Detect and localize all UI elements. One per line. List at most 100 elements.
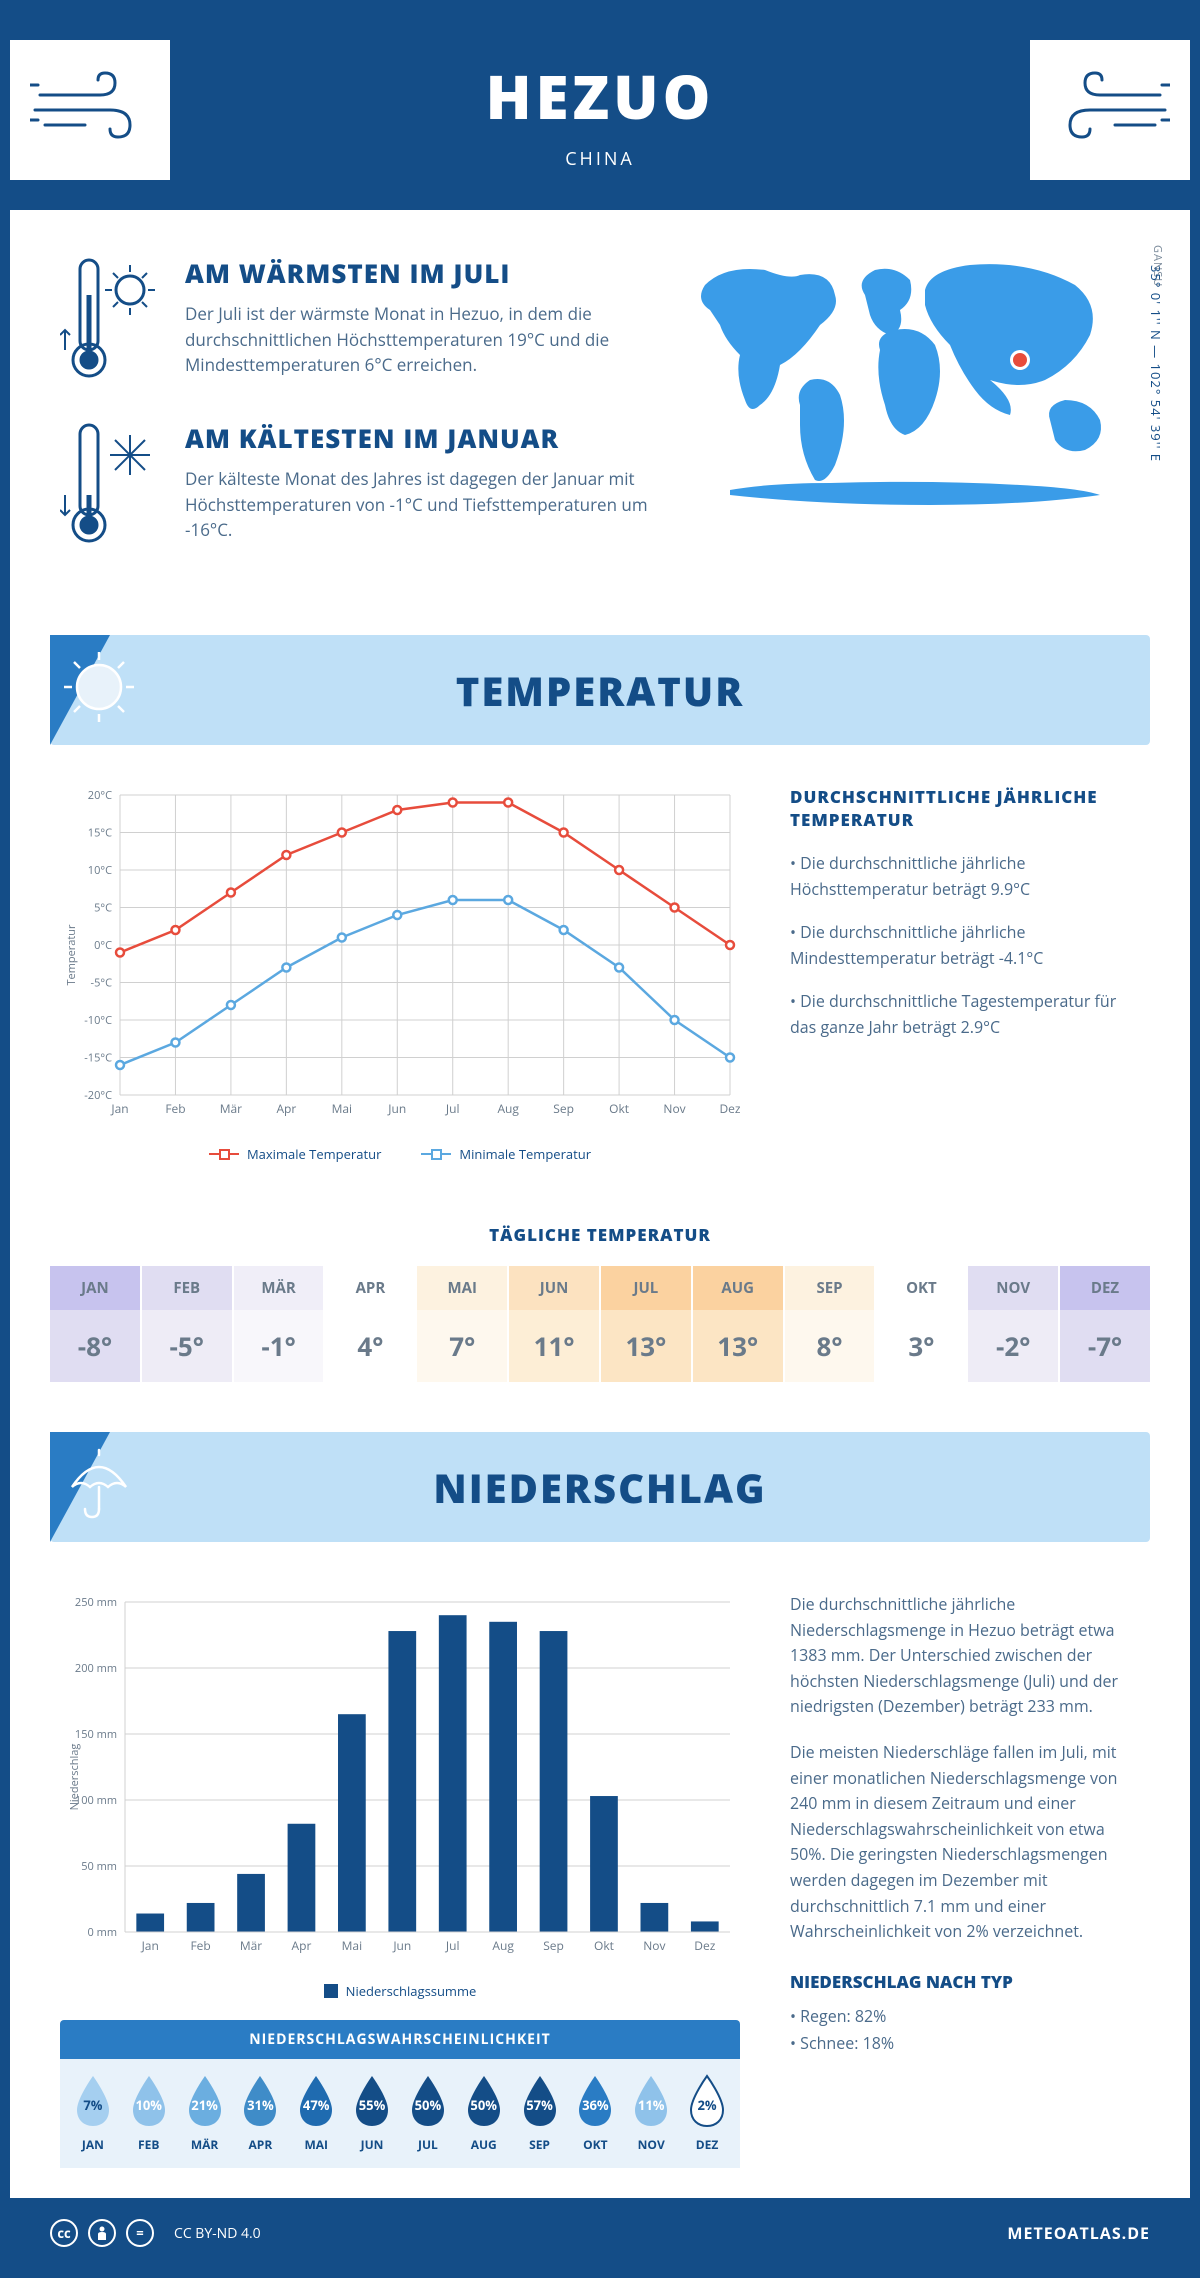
by-icon <box>88 2219 116 2247</box>
svg-text:0°C: 0°C <box>94 938 112 953</box>
heatmap-cell: DEZ-7° <box>1060 1266 1150 1382</box>
svg-text:250 mm: 250 mm <box>75 1595 117 1610</box>
country-label: CHINA <box>10 147 1190 171</box>
heatmap-cell: JUN11° <box>509 1266 601 1382</box>
svg-text:Nov: Nov <box>663 1100 685 1117</box>
svg-text:0 mm: 0 mm <box>87 1925 117 1940</box>
probability-table: NIEDERSCHLAGSWAHRSCHEINLICHKEIT 7%JAN10%… <box>60 2020 740 2168</box>
warmest-title: AM WÄRMSTEN IM JULI <box>185 255 650 291</box>
coldest-text: Der kälteste Monat des Jahres ist dagege… <box>185 466 650 543</box>
wind-icon-left <box>10 40 170 180</box>
warmest-block: AM WÄRMSTEN IM JULI Der Juli ist der wär… <box>60 255 650 385</box>
svg-text:Feb: Feb <box>165 1100 185 1117</box>
license-text: CC BY-ND 4.0 <box>174 2224 261 2243</box>
wind-icon <box>30 65 150 155</box>
world-map <box>680 255 1120 515</box>
heatmap-cell: OKT3° <box>876 1266 968 1382</box>
precip-para2: Die meisten Niederschläge fallen im Juli… <box>790 1740 1140 1945</box>
heatmap-cell: MAI7° <box>417 1266 509 1382</box>
heatmap-cell: AUG13° <box>693 1266 785 1382</box>
temperature-legend: Maximale Temperatur Minimale Temperatur <box>60 1145 740 1163</box>
heatmap-cell: JAN-8° <box>50 1266 142 1382</box>
daily-temp-title: TÄGLICHE TEMPERATUR <box>10 1223 1190 1246</box>
svg-text:Mai: Mai <box>342 1937 363 1954</box>
svg-text:15°C: 15°C <box>88 826 112 841</box>
probability-cell: 10%FEB <box>121 2074 177 2153</box>
footer: cc = CC BY-ND 4.0 METEOATLAS.DE <box>10 2198 1190 2268</box>
probability-cell: 36%OKT <box>567 2074 623 2153</box>
probability-cell: 50%AUG <box>456 2074 512 2153</box>
svg-text:Jul: Jul <box>445 1100 460 1117</box>
precip-para1: Die durchschnittliche jährliche Niedersc… <box>790 1592 1140 1720</box>
thermometer-cold-icon <box>60 420 160 550</box>
svg-text:Apr: Apr <box>292 1937 312 1954</box>
precipitation-chart: 0 mm50 mm100 mm150 mm200 mm250 mmNieders… <box>60 1592 740 2168</box>
svg-text:-20°C: -20°C <box>84 1088 112 1103</box>
heatmap-cell: NOV-2° <box>968 1266 1060 1382</box>
svg-text:Sep: Sep <box>553 1100 574 1117</box>
svg-text:Okt: Okt <box>609 1100 629 1117</box>
svg-text:Apr: Apr <box>276 1100 296 1117</box>
temp-bullet: • Die durchschnittliche Tagestemperatur … <box>790 989 1140 1040</box>
nd-icon: = <box>126 2219 154 2247</box>
temperature-title: TEMPERATUR <box>456 663 745 718</box>
svg-text:Mai: Mai <box>332 1100 353 1117</box>
svg-text:Dez: Dez <box>719 1100 740 1117</box>
heatmap-cell: MÄR-1° <box>234 1266 326 1382</box>
probability-cell: 47%MAI <box>288 2074 344 2153</box>
svg-text:-10°C: -10°C <box>84 1013 112 1028</box>
svg-text:5°C: 5°C <box>94 901 112 916</box>
svg-text:-15°C: -15°C <box>84 1051 112 1066</box>
svg-text:-5°C: -5°C <box>91 976 113 991</box>
precip-type-title: NIEDERSCHLAG NACH TYP <box>790 1970 1140 1993</box>
svg-text:Sep: Sep <box>543 1937 564 1954</box>
svg-text:Mär: Mär <box>240 1937 262 1954</box>
svg-text:Mär: Mär <box>220 1100 242 1117</box>
heatmap-cell: JUL13° <box>601 1266 693 1382</box>
precipitation-header: NIEDERSCHLAG <box>50 1432 1150 1542</box>
warmest-text: Der Juli ist der wärmste Monat in Hezuo,… <box>185 301 650 378</box>
temp-bullet: • Die durchschnittliche jährliche Höchst… <box>790 851 1140 902</box>
svg-text:Niederschlag: Niederschlag <box>67 1744 82 1811</box>
precipitation-legend: Niederschlagssumme <box>60 1982 740 2000</box>
avg-temp-title: DURCHSCHNITTLICHE JÄHRLICHE TEMPERATUR <box>790 785 1140 831</box>
heatmap-cell: APR4° <box>325 1266 417 1382</box>
wind-icon <box>1050 65 1170 155</box>
site-name: METEOATLAS.DE <box>1007 2222 1150 2244</box>
svg-text:Feb: Feb <box>190 1937 210 1954</box>
sun-icon <box>62 650 137 730</box>
header: HEZUO CHINA <box>10 10 1190 210</box>
precip-type-bullet: • Regen: 82% <box>790 2003 1140 2030</box>
svg-text:Temperatur: Temperatur <box>64 924 79 986</box>
svg-text:Jun: Jun <box>392 1937 411 1954</box>
svg-text:Dez: Dez <box>694 1937 715 1954</box>
coordinates: 35° 0' 1'' N — 102° 54' 39'' E <box>1147 265 1165 462</box>
svg-text:Jan: Jan <box>141 1937 159 1954</box>
probability-cell: 55%JUN <box>344 2074 400 2153</box>
temperature-chart: -20°C-15°C-10°C-5°C0°C5°C10°C15°C20°CJan… <box>60 785 740 1163</box>
temperature-header: TEMPERATUR <box>50 635 1150 745</box>
umbrella-icon <box>62 1447 137 1527</box>
svg-text:50 mm: 50 mm <box>81 1859 117 1874</box>
city-title: HEZUO <box>10 55 1190 137</box>
heatmap-cell: FEB-5° <box>142 1266 234 1382</box>
daily-temp-heatmap: JAN-8°FEB-5°MÄR-1°APR4°MAI7°JUN11°JUL13°… <box>50 1266 1150 1382</box>
probability-cell: 11%NOV <box>623 2074 679 2153</box>
svg-text:Jan: Jan <box>110 1100 128 1117</box>
svg-text:150 mm: 150 mm <box>75 1727 117 1742</box>
probability-cell: 50%JUL <box>400 2074 456 2153</box>
svg-text:200 mm: 200 mm <box>75 1661 117 1676</box>
svg-text:Jun: Jun <box>387 1100 406 1117</box>
precip-type-bullet: • Schnee: 18% <box>790 2030 1140 2057</box>
svg-text:Aug: Aug <box>497 1100 519 1117</box>
coldest-block: AM KÄLTESTEN IM JANUAR Der kälteste Mona… <box>60 420 650 550</box>
coldest-title: AM KÄLTESTEN IM JANUAR <box>185 420 650 456</box>
svg-text:Aug: Aug <box>492 1937 514 1954</box>
probability-cell: 2%DEZ <box>679 2074 735 2153</box>
svg-text:10°C: 10°C <box>88 863 112 878</box>
temperature-sidebar: DURCHSCHNITTLICHE JÄHRLICHE TEMPERATUR •… <box>790 785 1140 1163</box>
probability-title: NIEDERSCHLAGSWAHRSCHEINLICHKEIT <box>60 2020 740 2059</box>
probability-cell: 31%APR <box>232 2074 288 2153</box>
probability-cell: 21%MÄR <box>177 2074 233 2153</box>
heatmap-cell: SEP8° <box>785 1266 877 1382</box>
